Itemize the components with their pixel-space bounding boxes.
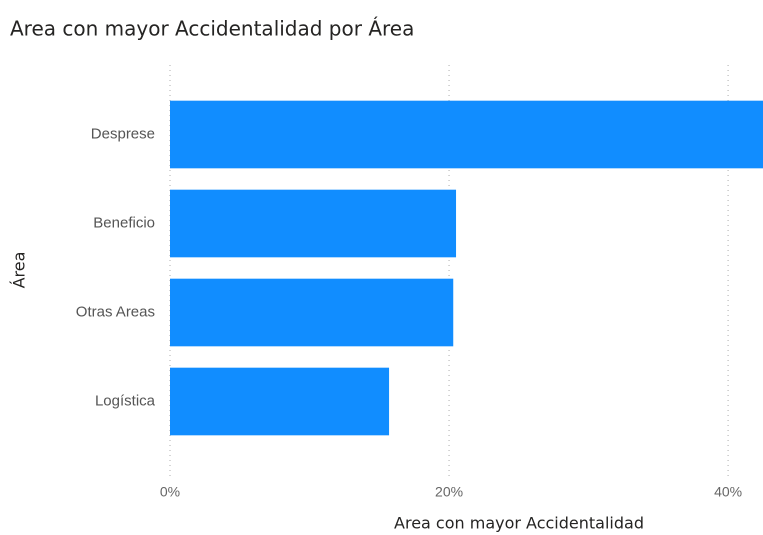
y-tick-label: Desprese bbox=[91, 125, 155, 142]
y-tick-label: Otras Areas bbox=[76, 303, 155, 320]
chart-title: Area con mayor Accidentalidad por Área bbox=[10, 17, 414, 41]
bar bbox=[170, 100, 763, 169]
y-tick-label: Logística bbox=[95, 392, 156, 409]
x-tick-label: 40% bbox=[714, 484, 742, 500]
x-tick-label: 0% bbox=[160, 484, 180, 500]
bar bbox=[170, 189, 457, 258]
x-axis-label: Area con mayor Accidentalidad bbox=[394, 514, 644, 533]
bar bbox=[170, 367, 390, 436]
x-tick-label: 20% bbox=[435, 484, 463, 500]
y-axis-label: Área bbox=[10, 252, 29, 289]
bar bbox=[170, 278, 454, 347]
y-tick-label: Beneficio bbox=[93, 214, 155, 231]
